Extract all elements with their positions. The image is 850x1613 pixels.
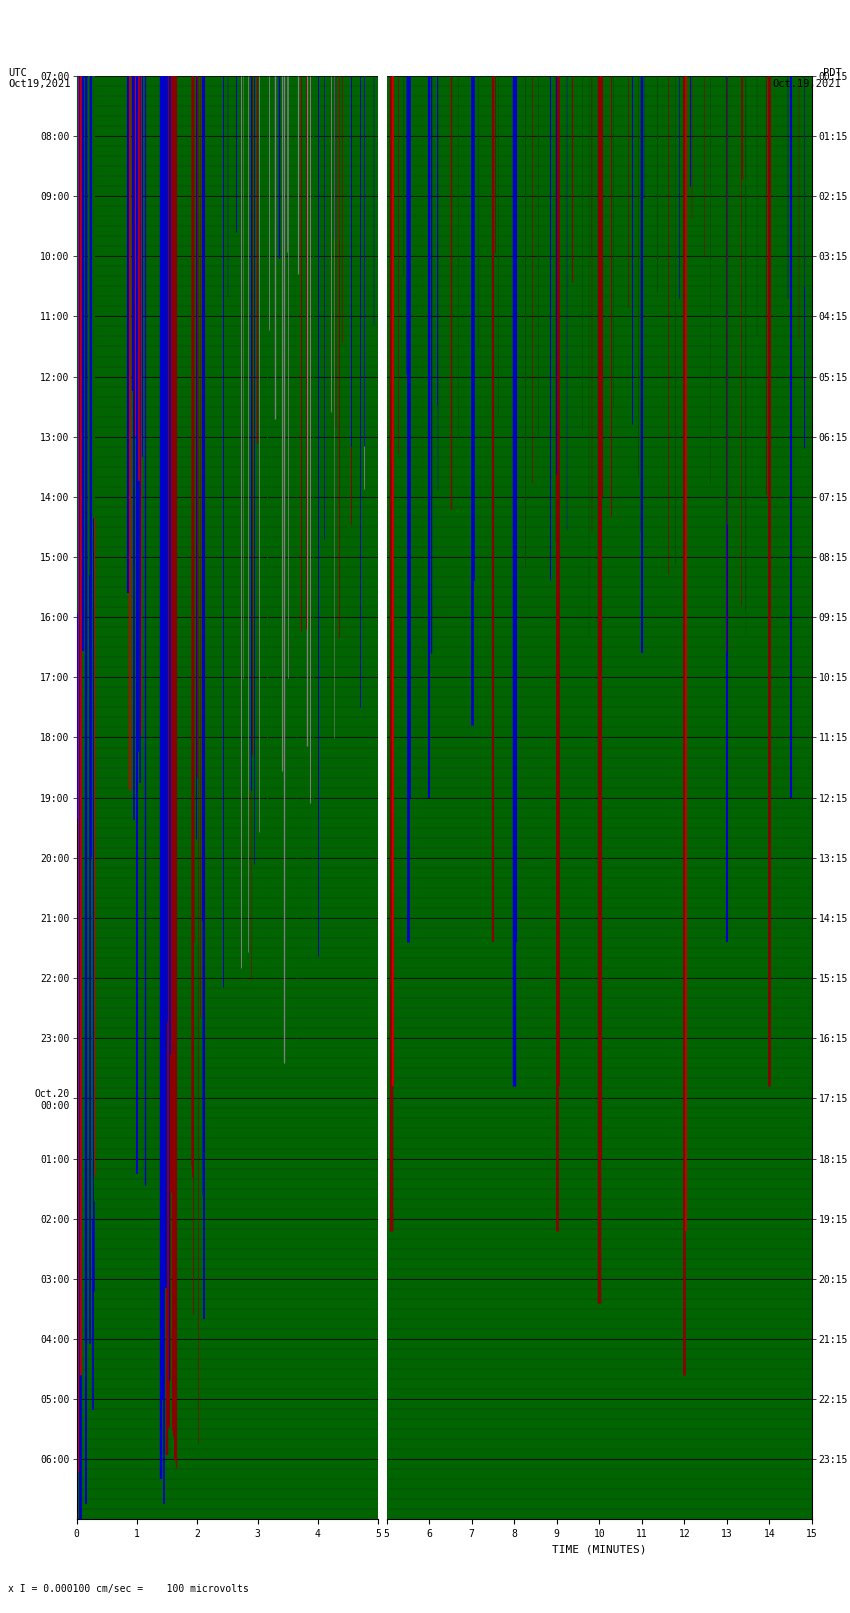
Text: UTC
Oct19,2021: UTC Oct19,2021 (8, 68, 71, 89)
X-axis label: TIME (MINUTES): TIME (MINUTES) (552, 1545, 647, 1555)
Text: PDT
Oct.19,2021: PDT Oct.19,2021 (773, 68, 842, 89)
Text: x I = 0.000100 cm/sec =    100 microvolts: x I = 0.000100 cm/sec = 100 microvolts (8, 1584, 249, 1594)
